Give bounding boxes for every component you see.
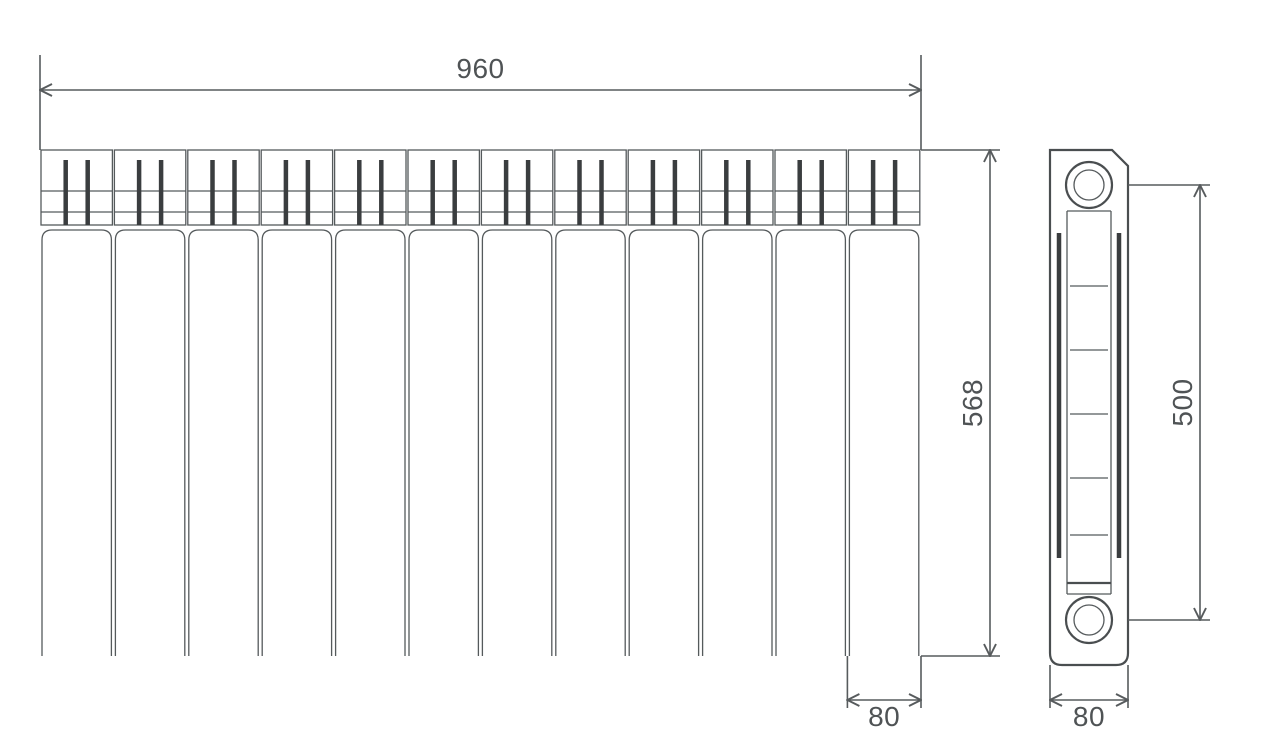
dim-hub-500: 500: [1167, 378, 1198, 426]
dim-width-960: 960: [456, 53, 504, 84]
dim-pitch-80: 80: [868, 701, 900, 732]
dim-depth-80: 80: [1073, 701, 1105, 732]
side-view: [1050, 150, 1128, 665]
technical-drawing: 960 568 80 80 500: [0, 0, 1285, 753]
dim-height-568: 568: [957, 379, 988, 427]
front-view: [41, 150, 920, 656]
